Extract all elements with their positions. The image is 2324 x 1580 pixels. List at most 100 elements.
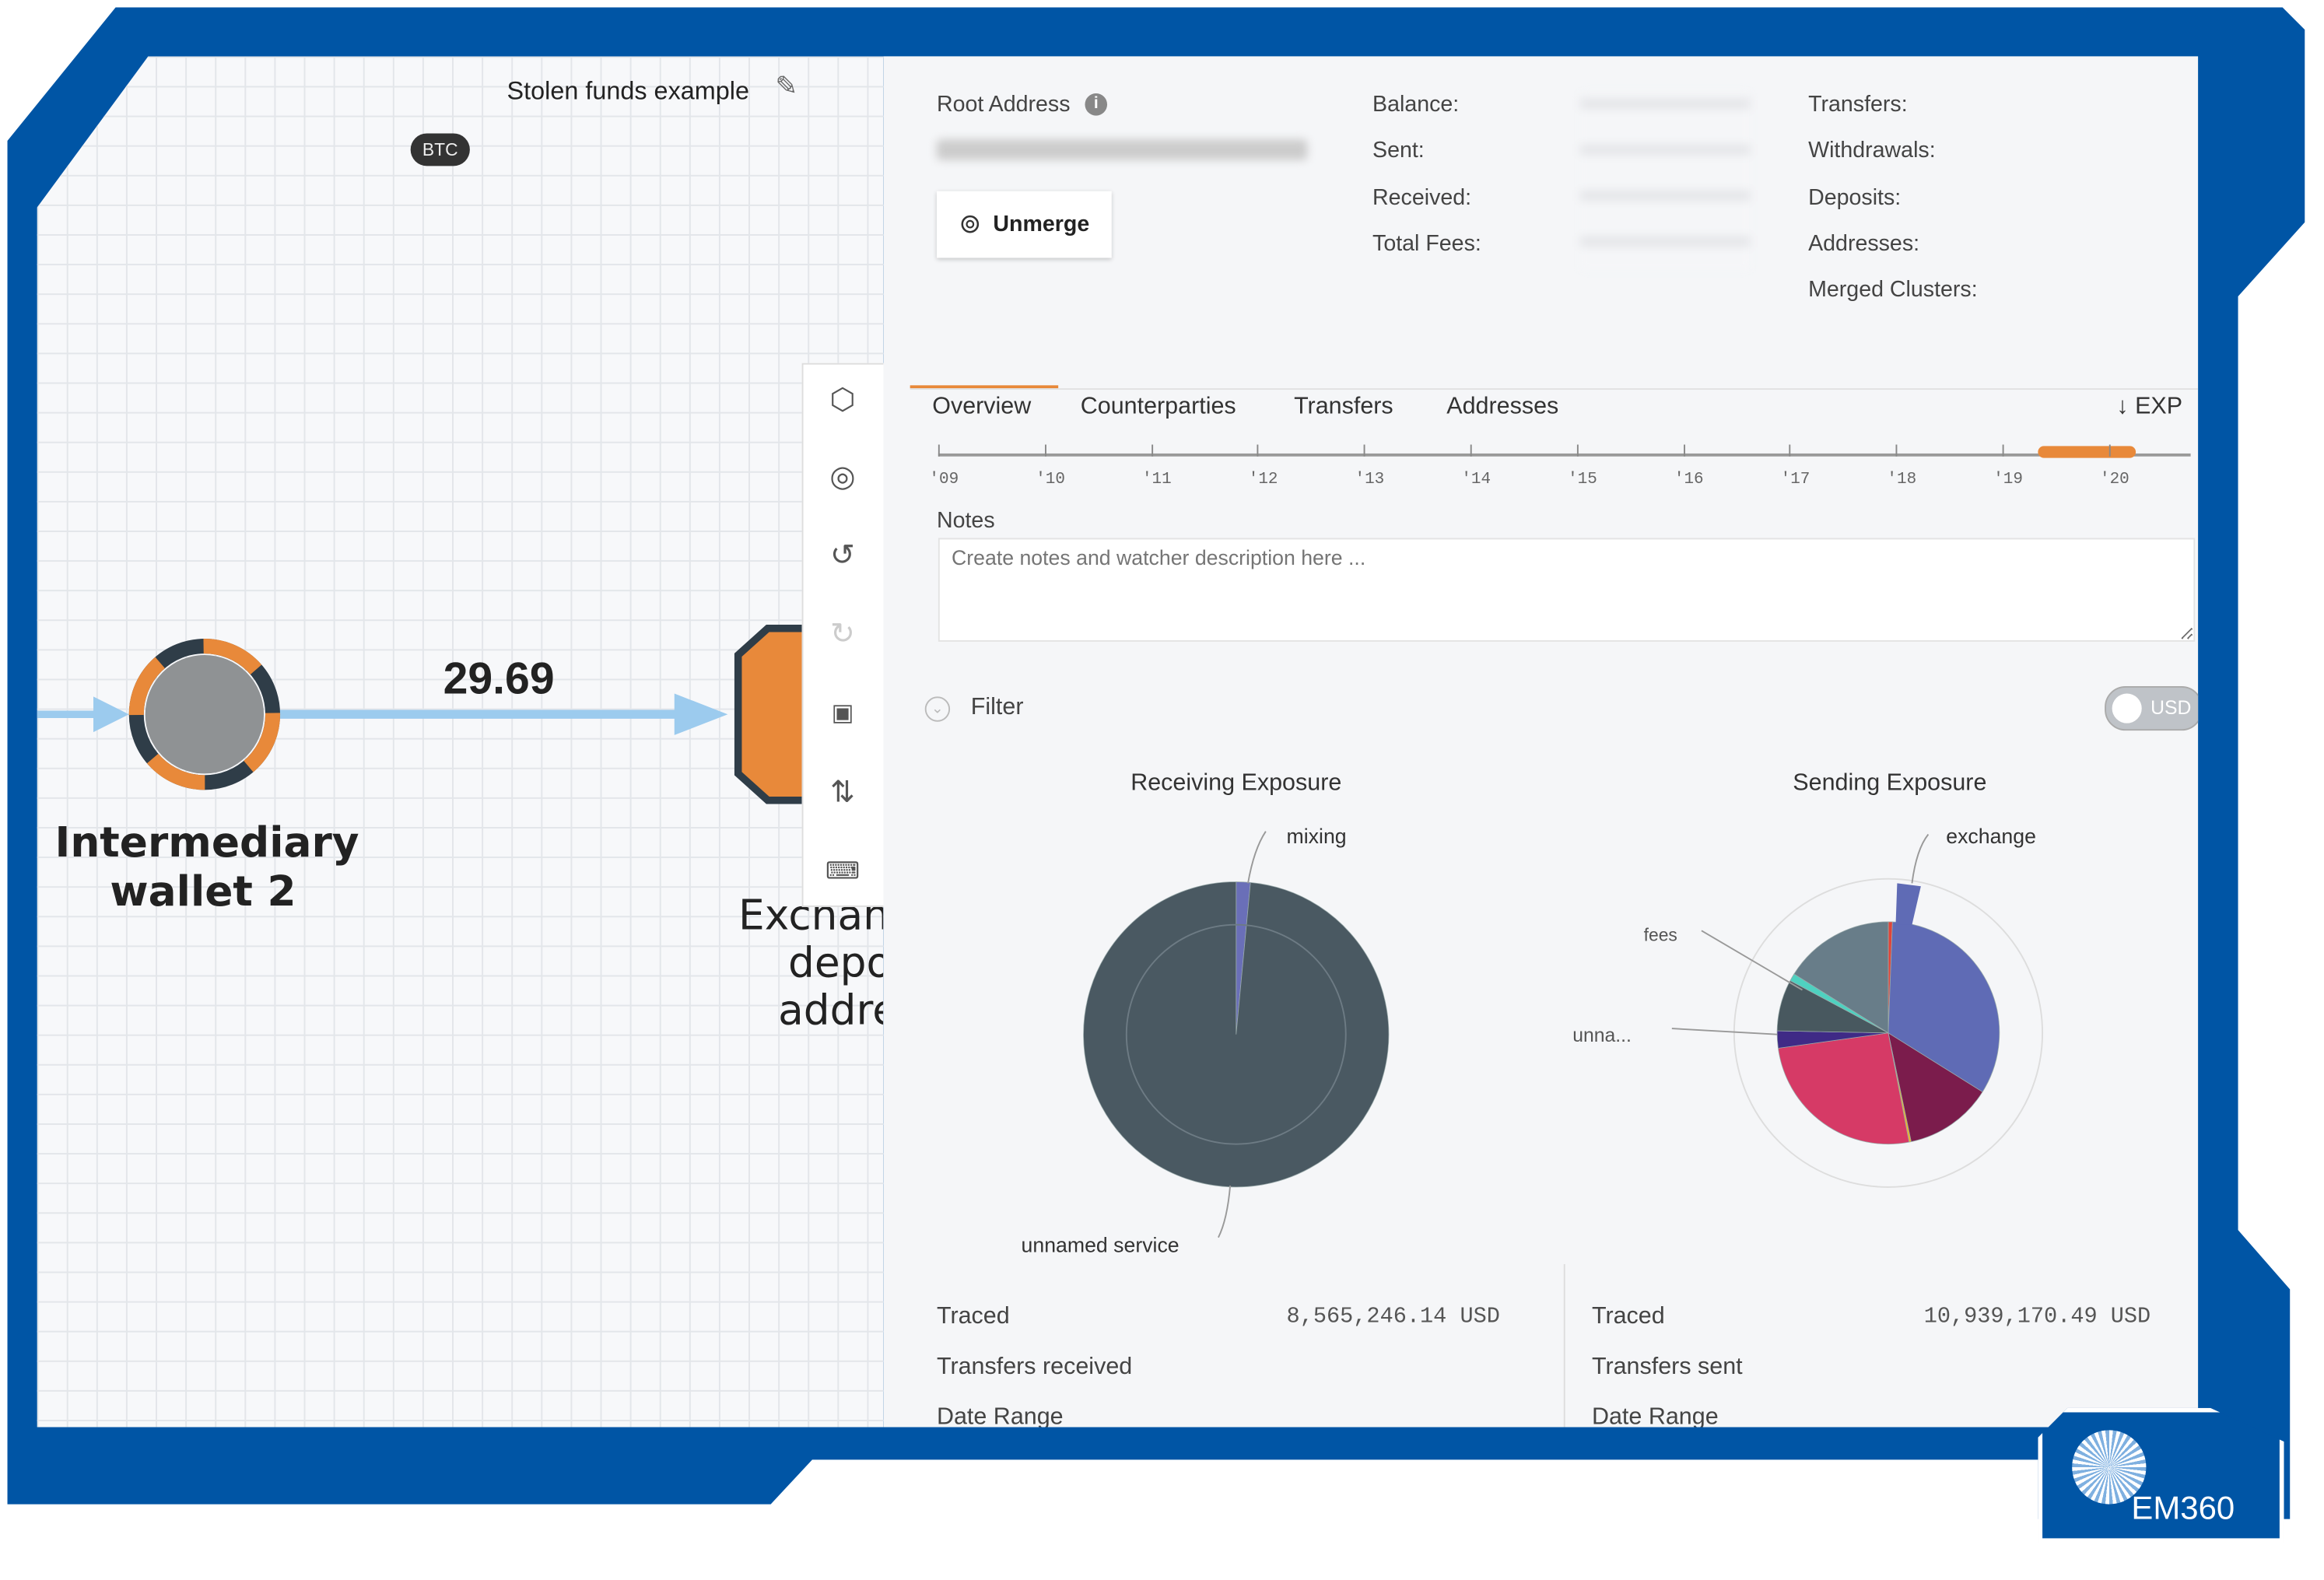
timeline-tick-label: '13: [1355, 471, 1385, 489]
tabs-divider: [910, 388, 2199, 391]
node-label-exchange: Exchange deposit address: [738, 890, 883, 1035]
timeline-tick-label: '11: [1141, 471, 1172, 489]
blurred-values: [1579, 92, 1751, 270]
unmerge-button[interactable]: ⊚ Unmerge: [936, 191, 1112, 258]
stats-divider: [1563, 1263, 1565, 1428]
leader-line-mixing: [1247, 831, 1267, 884]
timeline-tick: [2108, 444, 2111, 457]
usd-toggle[interactable]: USD: [2105, 686, 2199, 731]
transfers-received-label: Transfers received: [936, 1354, 1133, 1380]
timeline-axis[interactable]: [938, 453, 2191, 457]
label-fees: fees: [1643, 924, 1677, 946]
graph-edges: [37, 624, 871, 804]
timeline-tick: [938, 444, 940, 457]
withdrawals-label: Withdrawals:: [1808, 138, 1936, 163]
exchange-highlight: [1895, 883, 1921, 925]
tab-overview[interactable]: Overview: [932, 394, 1032, 420]
leader-line-exchange: [1911, 833, 1930, 884]
logo-text: EM360: [2131, 1489, 2235, 1527]
pie-slice[interactable]: [1793, 921, 1889, 1034]
pencil-icon[interactable]: ✎: [775, 71, 798, 101]
leader-line-fees: [1701, 930, 1803, 991]
timeline-tick-label: '12: [1248, 471, 1278, 489]
filter-expand-icon[interactable]: ⌄: [924, 696, 951, 722]
tab-addresses[interactable]: Addresses: [1446, 394, 1559, 420]
arrowhead: [674, 693, 728, 735]
inner-ring: [1125, 923, 1347, 1145]
timeline-tick-label: '20: [2099, 471, 2129, 489]
timeline-tick-label: '15: [1568, 471, 1597, 489]
addresses-label: Addresses:: [1808, 231, 1920, 257]
export-button[interactable]: ↓ EXP: [2116, 394, 2182, 421]
timeline-tick: [1257, 444, 1260, 457]
edge-amount: 29.69: [443, 655, 555, 704]
sending-date-range-label: Date Range: [1591, 1404, 1719, 1428]
redo-icon[interactable]: ↻: [830, 617, 855, 650]
transfers-label: Transfers:: [1808, 92, 1908, 117]
timeline-tick-label: '18: [1887, 471, 1917, 489]
leader-line-unnamed: [1218, 1185, 1232, 1238]
timeline-tick-label: '19: [1993, 471, 2023, 489]
sort-arrows-icon[interactable]: ⇅: [830, 776, 855, 809]
receiving-date-range-label: Date Range: [936, 1404, 1064, 1428]
pie-slice-exchange[interactable]: [1888, 921, 2000, 1093]
intermediary-wallet-node: [128, 639, 281, 790]
arrowhead: [93, 696, 129, 733]
hexagon-icon[interactable]: ⬡: [829, 383, 856, 416]
total-fees-label: Total Fees:: [1372, 231, 1481, 257]
active-tab-indicator: [910, 385, 1059, 389]
timeline-tick: [1789, 444, 1791, 457]
timeline-tick: [1683, 444, 1685, 457]
label-unnamed: unna...: [1572, 1024, 1632, 1046]
sending-traced-label: Traced: [1591, 1304, 1665, 1330]
notes-label: Notes: [936, 508, 995, 534]
timeline-tick-label: '10: [1036, 471, 1065, 489]
currency-badge: BTC: [410, 133, 470, 166]
info-icon[interactable]: i: [1085, 93, 1108, 116]
leader-line-unnamed2: [1671, 1028, 1778, 1035]
sent-label: Sent:: [1372, 138, 1425, 163]
filter-label[interactable]: Filter: [970, 695, 1024, 720]
pie-slice-unnamed-service[interactable]: [1083, 881, 1390, 1188]
tab-counterparties[interactable]: Counterparties: [1080, 394, 1236, 420]
pie-slice[interactable]: [1888, 1032, 1983, 1143]
transfers-sent-label: Transfers sent: [1591, 1354, 1743, 1380]
receiving-traced-label: Traced: [936, 1304, 1010, 1330]
logo-swirl-icon: [2072, 1430, 2147, 1505]
target-icon[interactable]: ◎: [829, 460, 856, 493]
notes-textarea[interactable]: [938, 538, 2196, 642]
timeline-tick-label: '14: [1461, 471, 1491, 489]
export-label: EXP: [2135, 394, 2183, 420]
timeline-tick: [1470, 444, 1472, 457]
merge-circles-icon: ⊚: [959, 208, 982, 239]
timeline-tick: [2002, 444, 2004, 457]
pie-slice[interactable]: [1778, 1032, 1910, 1145]
outer-ring: [1733, 878, 2044, 1188]
timeline-tick-label: '16: [1674, 471, 1704, 489]
label-exchange: exchange: [1946, 824, 2036, 848]
graph-canvas[interactable]: BTC Stolen funds example ✎ 29.69 Interme…: [37, 56, 884, 1428]
unmerge-label: Unmerge: [993, 212, 1090, 237]
timeline-tick: [1151, 444, 1153, 457]
timeline-tick: [1895, 444, 1898, 457]
merged-clusters-label: Merged Clusters:: [1808, 277, 1978, 303]
root-address-label: Root Address: [936, 92, 1071, 117]
undo-icon[interactable]: ↺: [830, 538, 855, 572]
timeline-range-handle[interactable]: [2038, 446, 2136, 458]
em360-logo: EM360: [2038, 1407, 2284, 1543]
keyboard-icon[interactable]: ⌨: [825, 859, 860, 885]
label-unnamed-service: unnamed service: [1021, 1232, 1180, 1257]
exposure-charts: [1083, 831, 2044, 1238]
node-label-intermediary: Intermediary wallet 2: [54, 818, 359, 916]
timeline-tick: [1044, 444, 1046, 457]
timeline-tick: [1576, 444, 1579, 457]
timeline-tick-label: '17: [1780, 471, 1810, 489]
tab-transfers[interactable]: Transfers: [1294, 394, 1393, 420]
case-title[interactable]: Stolen funds example: [507, 77, 749, 106]
calendar-search-icon[interactable]: ▣: [831, 701, 854, 727]
toggle-knob: [2112, 693, 2142, 723]
balance-label: Balance:: [1372, 92, 1460, 117]
label-mixing: mixing: [1286, 824, 1347, 848]
root-address-value[interactable]: [936, 139, 1308, 160]
receiving-traced-value: 8,565,246.14 USD: [1286, 1304, 1500, 1330]
